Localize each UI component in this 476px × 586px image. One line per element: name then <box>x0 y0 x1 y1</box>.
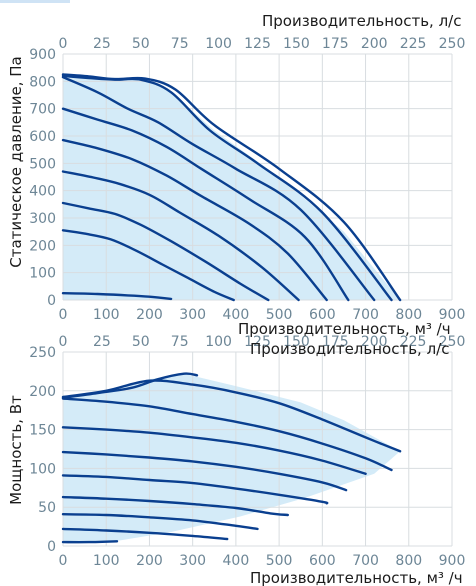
pressure-x2-tick-label: 75 <box>171 36 189 52</box>
power-curve <box>61 513 259 531</box>
pressure-curve <box>61 73 402 302</box>
pressure-x-tick-label: 500 <box>266 307 293 323</box>
pressure-x2-tick-label: 125 <box>244 36 271 52</box>
power-y-tick-label: 200 <box>29 384 56 400</box>
pressure-x-tick-label: 200 <box>136 307 163 323</box>
pressure-y-tick-label: 0 <box>47 293 56 309</box>
power-curve <box>61 426 367 475</box>
top-axis-label-pressure: Производительность, л/с <box>262 12 461 30</box>
power-y-tick-label: 50 <box>38 500 56 516</box>
power-y-tick-label: 250 <box>29 345 56 361</box>
power-x-tick-label: 800 <box>395 553 422 569</box>
pressure-curve <box>61 170 300 302</box>
power-x2-tick-label: 50 <box>132 334 150 350</box>
power-y-tick-label: 150 <box>29 423 56 439</box>
pressure-x-tick-label: 0 <box>59 307 68 323</box>
pressure-x2-tick-label: 100 <box>205 36 232 52</box>
power-x2-tick-label: 75 <box>171 334 189 350</box>
power-x2-tick-label: 225 <box>400 334 427 350</box>
power-x-tick-label: 700 <box>352 553 379 569</box>
pressure-x-tick-label: 900 <box>439 307 466 323</box>
pressure-y-tick-label: 600 <box>29 129 56 145</box>
pressure-y-tick-label: 400 <box>29 184 56 200</box>
power-x-tick-label: 500 <box>266 553 293 569</box>
pressure-curve <box>61 76 376 302</box>
pressure-y-tick-label: 700 <box>29 102 56 118</box>
pressure-y-tick-label: 900 <box>29 47 56 63</box>
pressure-x-tick-label: 100 <box>93 307 120 323</box>
bottom-axis-label-pressure: Производительность, м³ /ч <box>238 320 451 338</box>
pressure-curve <box>61 201 270 302</box>
power-curve <box>61 450 348 492</box>
pressure-curve <box>61 292 173 301</box>
power-x2-tick-label: 0 <box>59 334 68 350</box>
power-x-tick-label: 900 <box>439 553 466 569</box>
y-axis-label-pressure: Статическое давление, Па <box>7 56 25 267</box>
pressure-x2-tick-label: 200 <box>361 36 388 52</box>
power-x2-tick-label: 175 <box>322 334 349 350</box>
power-curve <box>61 474 329 505</box>
y-axis-label-power: Мощность, Вт <box>7 395 25 505</box>
power-x-tick-label: 600 <box>309 553 336 569</box>
power-y-tick-label: 100 <box>29 461 56 477</box>
pressure-curve <box>61 74 393 302</box>
pressure-curve <box>61 229 235 302</box>
pressure-x2-tick-label: 25 <box>93 36 111 52</box>
pressure-x2-tick-label: 250 <box>439 36 466 52</box>
power-x2-tick-label: 250 <box>439 334 466 350</box>
pressure-x2-tick-label: 150 <box>283 36 310 52</box>
power-curve <box>61 397 393 472</box>
power-x-tick-label: 200 <box>136 553 163 569</box>
pressure-x2-tick-label: 175 <box>322 36 349 52</box>
power-x2-tick-label: 200 <box>361 334 388 350</box>
pressure-curve <box>61 107 350 302</box>
pressure-y-tick-label: 300 <box>29 211 56 227</box>
power-x-tick-label: 0 <box>59 553 68 569</box>
pressure-x-tick-label: 400 <box>223 307 250 323</box>
pressure-x2-tick-label: 50 <box>132 36 150 52</box>
pressure-x2-tick-label: 225 <box>400 36 427 52</box>
power-y-tick-label: 0 <box>47 539 56 555</box>
top-axis-label-power: Производительность, л/с <box>250 340 449 358</box>
power-x-tick-label: 400 <box>223 553 250 569</box>
power-curve <box>61 540 119 544</box>
power-x-tick-label: 100 <box>93 553 120 569</box>
header-tab-strip <box>0 0 70 3</box>
power-curve <box>61 527 229 541</box>
power-x2-tick-label: 150 <box>283 334 310 350</box>
power-operating-area <box>63 373 401 543</box>
power-x2-tick-label: 25 <box>93 334 111 350</box>
pressure-y-tick-label: 100 <box>29 266 56 282</box>
power-x2-tick-label: 125 <box>244 334 271 350</box>
bottom-axis-label-power: Производительность, м³ /ч <box>250 569 463 586</box>
pressure-y-tick-label: 800 <box>29 74 56 90</box>
power-x2-tick-label: 100 <box>205 334 232 350</box>
power-curve <box>61 495 289 517</box>
power-x-tick-label: 300 <box>179 553 206 569</box>
pressure-y-tick-label: 200 <box>29 238 56 254</box>
pressure-x2-tick-label: 0 <box>59 36 68 52</box>
pressure-curve <box>61 138 328 302</box>
pressure-x-tick-label: 700 <box>352 307 379 323</box>
pressure-x-tick-label: 800 <box>395 307 422 323</box>
pressure-x-tick-label: 300 <box>179 307 206 323</box>
pressure-y-tick-label: 500 <box>29 156 56 172</box>
power-curve <box>61 379 402 453</box>
pressure-x-tick-label: 600 <box>309 307 336 323</box>
